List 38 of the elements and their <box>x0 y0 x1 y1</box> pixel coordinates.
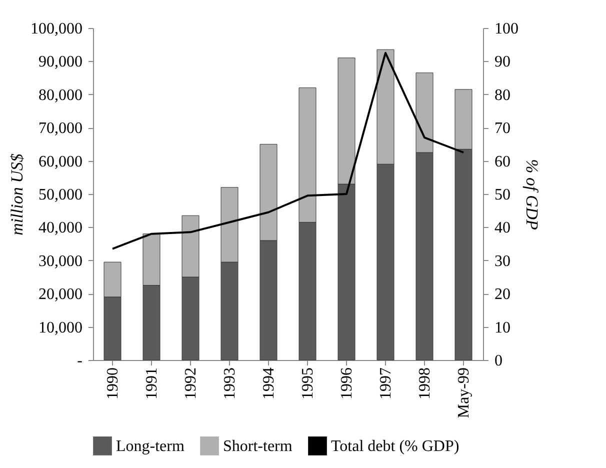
line-series <box>112 52 464 250</box>
y-tick-label: 20,000 <box>38 286 82 304</box>
y2-tick-label: 70 <box>494 120 510 138</box>
y2-tick-label: 0 <box>494 352 502 370</box>
y-tick-label: 10,000 <box>38 319 82 336</box>
x-tick-label: May-99 <box>456 368 472 418</box>
y-tick-label: 60,000 <box>38 153 82 170</box>
y-tick-label: 30,000 <box>38 252 82 270</box>
y-tick-label: 40,000 <box>38 220 82 237</box>
y-tick-label: 50,000 <box>38 186 82 204</box>
y-tick-label: 80,000 <box>38 86 82 104</box>
legend-label: Short-term <box>223 438 293 455</box>
x-tick-label: 1995 <box>300 368 316 400</box>
y2-tick-label: 60 <box>494 153 510 170</box>
y-tick-label: - <box>77 352 82 370</box>
x-tick-label: 1997 <box>378 368 394 400</box>
x-tick-label: 1990 <box>104 368 122 400</box>
x-tick-label: 1992 <box>182 368 200 400</box>
y-tick-label: 90,000 <box>38 54 82 71</box>
x-tick-label: 1994 <box>260 368 278 400</box>
y2-tick-label: 10 <box>494 319 510 336</box>
y2-tick-label: 100 <box>494 20 518 38</box>
legend-label: Long-term <box>116 438 185 455</box>
y2-tick-label: 90 <box>494 54 510 71</box>
x-tick-label: 1993 <box>222 368 238 400</box>
y2-tick-label: 50 <box>494 186 510 204</box>
y2-tick-label: 30 <box>494 252 510 270</box>
x-tick-label: 1991 <box>144 368 160 400</box>
y2-tick-label: 80 <box>494 86 510 104</box>
y2-tick-label: 20 <box>494 286 510 304</box>
x-tick-label: 1998 <box>416 368 434 400</box>
y-tick-label: 70,000 <box>38 120 82 138</box>
x-tick-label: 1996 <box>338 368 356 400</box>
y2-tick-label: 40 <box>494 220 510 237</box>
y-axis-title: million US$ <box>8 153 26 236</box>
y2-axis-title: % of GDP <box>522 159 542 230</box>
y-tick-label: 100,000 <box>30 20 82 38</box>
legend-label: Total debt (% GDP) <box>331 438 460 455</box>
